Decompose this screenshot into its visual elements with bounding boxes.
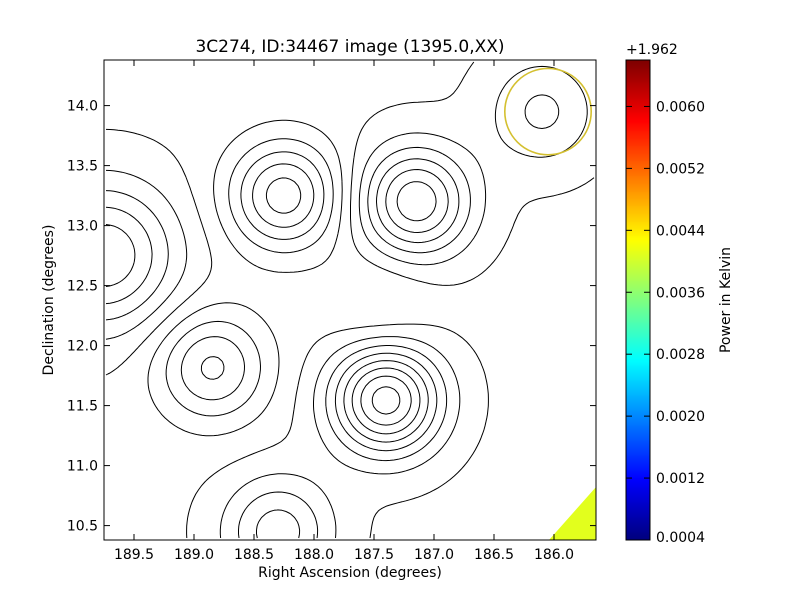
colorbar-label: Power in Kelvin <box>718 247 734 353</box>
contour-line <box>200 163 315 380</box>
plot-area: 189.5 189.0 188.5 188.0 187.5 187.0 186.5 186.0… <box>67 59 597 563</box>
y-tick-label: 13.0 <box>67 219 98 235</box>
colorbar: +1.962 0.00040.00120.00200.00280.00360.0… <box>625 42 734 546</box>
contour-line <box>180 151 325 401</box>
y-tick-label: 10.5 <box>67 519 98 535</box>
contour-line <box>105 61 595 539</box>
plot-frame <box>103 59 597 541</box>
colorbar-tick-label: 0.0028 <box>656 347 705 363</box>
contour-line <box>371 386 401 415</box>
beam-circle <box>503 67 592 156</box>
x-tick-label: 189.0 <box>174 547 214 563</box>
contour-line <box>147 119 343 437</box>
contour-line <box>351 181 437 435</box>
y-tick-label: 12.5 <box>67 279 98 295</box>
y-tick-label: 13.5 <box>67 159 98 175</box>
colorbar-tick-label: 0.0060 <box>656 99 705 115</box>
colorbar-tick-label: 0.0036 <box>656 285 705 301</box>
y-axis-label: Declination (degrees) <box>41 225 57 376</box>
contour-lines <box>105 61 595 539</box>
map-corner-masks <box>104 60 596 540</box>
contour-line <box>165 138 334 417</box>
contour-line <box>265 177 302 214</box>
colorbar-offset-label: +1.962 <box>626 42 678 58</box>
x-tick-label: 189.5 <box>114 547 154 563</box>
colorbar-ticks: 0.0004 0.0012 0.0020 0.0028 0.0036 0.0044 0.00… <box>626 99 705 546</box>
y-tick-label: 14.0 <box>67 99 98 115</box>
colorbar-frame <box>625 59 651 541</box>
contour-line <box>360 375 412 426</box>
x-tick-label: 188.0 <box>294 547 334 563</box>
y-tick-label: 11.0 <box>67 459 98 475</box>
colorbar-tick-label: 0.0020 <box>656 409 705 425</box>
x-tick-label: 186.0 <box>534 547 574 563</box>
contour-line <box>105 169 449 443</box>
contour-line <box>105 94 560 539</box>
y-tick-label: 11.5 <box>67 399 98 415</box>
x-tick-label: 186.5 <box>474 547 514 563</box>
x-axis-label: Right Ascension (degrees) <box>258 565 442 581</box>
contour-line <box>105 65 588 539</box>
chart-title: 3C274, ID:34467 image (1395.0,XX) <box>195 37 504 57</box>
x-tick-label: 187.0 <box>414 547 454 563</box>
colorbar-tick-label: 0.0012 <box>656 471 705 487</box>
y-axis-ticks: 10.5 11.0 11.5 12.0 12.5 13.0 13.5 14.0 <box>67 99 596 535</box>
colorbar-gradient <box>626 60 650 540</box>
colorbar-tick-label: 0.0052 <box>656 161 705 177</box>
x-axis-ticks: 189.5 189.0 188.5 188.0 187.5 187.0 186.5 186.0 <box>114 60 574 563</box>
x-tick-label: 187.5 <box>354 547 394 563</box>
colorbar-tick-label: 0.0004 <box>656 530 705 546</box>
colorbar-tick-label: 0.0044 <box>656 223 705 239</box>
contour-line <box>105 158 460 539</box>
y-tick-label: 12.0 <box>67 339 98 355</box>
x-tick-label: 188.5 <box>234 547 274 563</box>
